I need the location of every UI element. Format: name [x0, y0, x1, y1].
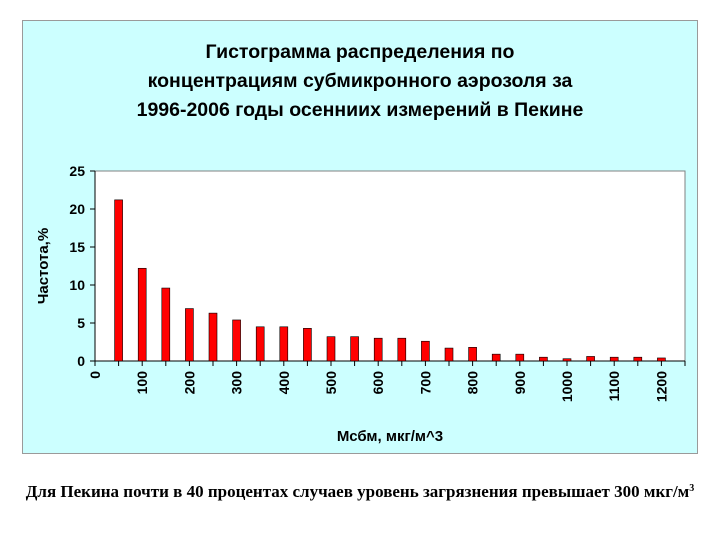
caption-text: Для Пекина почти в 40 процентах случаев …	[25, 482, 690, 501]
x-tick-label: 300	[229, 371, 245, 395]
x-axis-label: Мсбм, мкг/м^3	[337, 428, 443, 445]
bar-series	[114, 199, 666, 362]
bar	[397, 337, 407, 362]
bar	[279, 326, 289, 362]
bar	[326, 336, 336, 362]
bar	[539, 356, 548, 362]
x-tick-label: 800	[465, 371, 481, 395]
x-axis: 0 100 200 300 400 500 600 700 800 900 1000 1100 1200	[87, 360, 686, 402]
x-tick-label: 700	[417, 371, 433, 395]
bar	[255, 326, 265, 362]
bar	[657, 357, 666, 362]
bar	[208, 312, 218, 362]
x-tick-label: 400	[276, 371, 292, 395]
bar	[609, 356, 619, 362]
x-tick-label: 1200	[653, 371, 669, 402]
y-tick-label: 25	[69, 163, 85, 179]
bar	[421, 340, 430, 362]
x-tick-label: 200	[181, 371, 197, 395]
y-tick-label: 5	[77, 315, 85, 331]
bar	[350, 336, 359, 362]
y-tick-label: 20	[69, 201, 85, 217]
bar	[303, 328, 312, 362]
y-axis: 0 5 10 15 20 25	[69, 163, 96, 369]
bar	[444, 347, 454, 362]
bar	[185, 308, 194, 362]
x-tick-label: 100	[134, 371, 150, 395]
y-tick-label: 10	[69, 277, 85, 293]
bar	[468, 347, 477, 362]
chart-title: Гистограмма распределения по концентрация…	[137, 41, 584, 121]
caption: Для Пекина почти в 40 процентах случаев …	[0, 480, 720, 504]
x-tick-label: 600	[370, 371, 386, 395]
bar	[373, 337, 383, 362]
bar	[515, 353, 525, 362]
y-axis-label: Частота,%	[35, 228, 52, 304]
bar	[586, 356, 595, 362]
x-tick-label: 1000	[559, 371, 575, 402]
histogram-chart: Гистограмма распределения по концентрация…	[35, 41, 686, 445]
bar	[137, 267, 147, 362]
bar	[161, 287, 171, 362]
x-tick-label: 500	[323, 371, 339, 395]
bar	[232, 319, 241, 362]
bar	[491, 353, 501, 362]
x-tick-label: 0	[87, 371, 103, 379]
bar	[114, 199, 123, 362]
chart-title-line: концентрациям субмикронного аэрозоля за	[148, 70, 573, 92]
x-tick-label: 1100	[606, 371, 622, 402]
chart-title-line: 1996-2006 годы осенниих измерений в Пеки…	[137, 99, 584, 121]
plot-area	[94, 170, 686, 362]
bar	[633, 356, 643, 362]
y-tick-label: 15	[69, 239, 85, 255]
caption-superscript: 3	[689, 483, 695, 494]
x-tick-label: 900	[512, 371, 528, 395]
y-tick-label: 0	[77, 353, 85, 369]
chart-title-line: Гистограмма распределения по	[206, 41, 515, 63]
bar	[562, 358, 572, 362]
